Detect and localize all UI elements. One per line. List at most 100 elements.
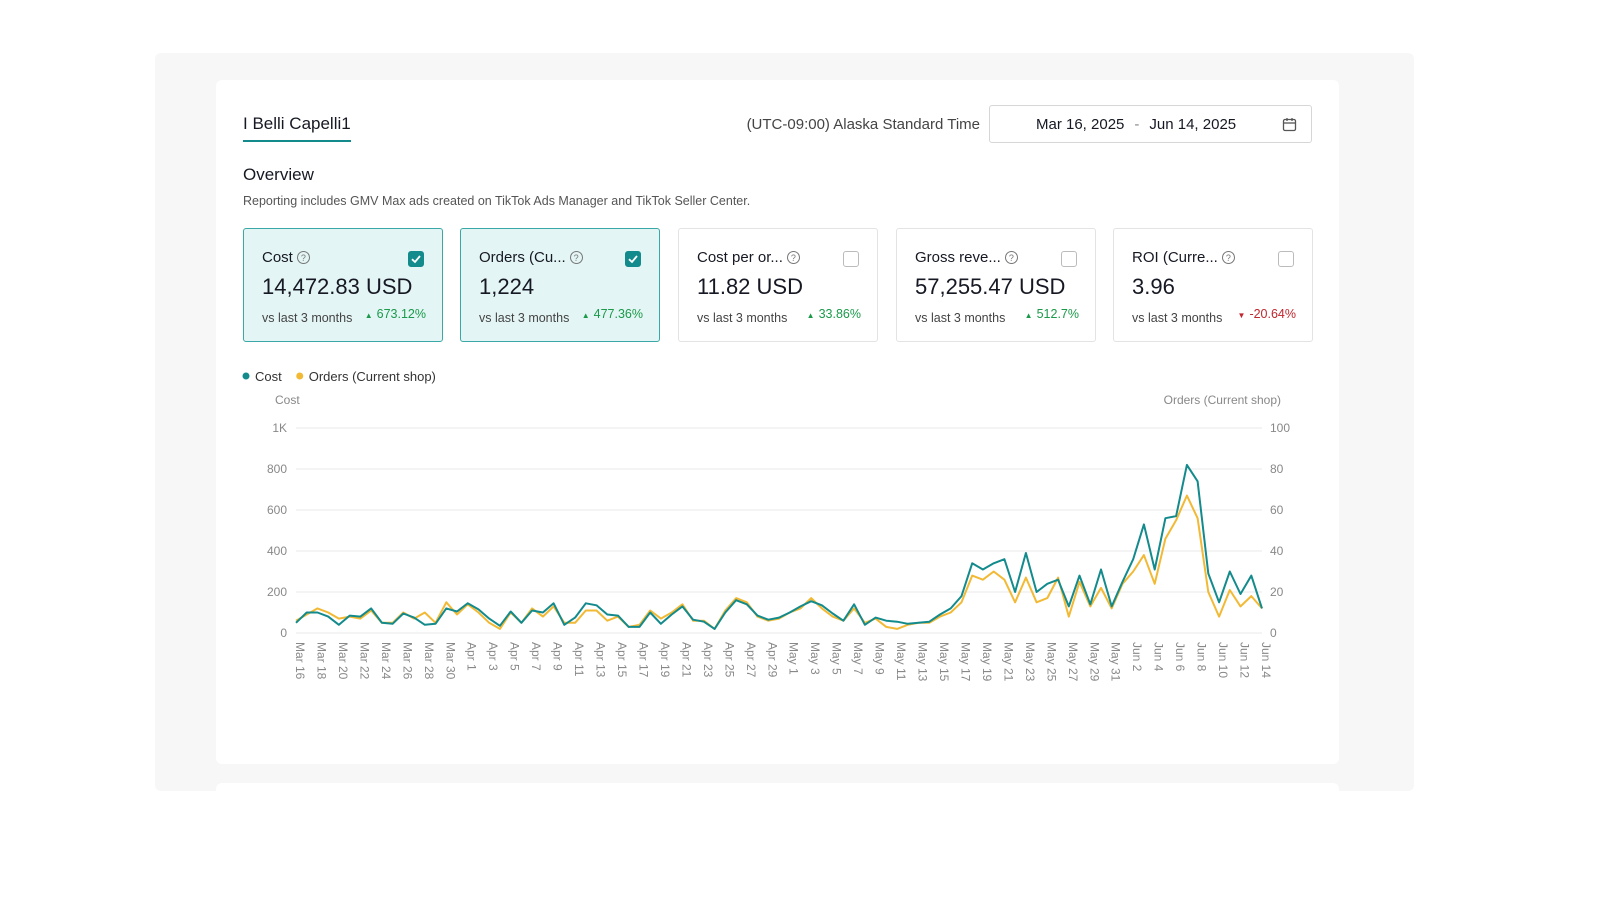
trend-arrow: ▲ xyxy=(806,311,815,320)
y2-axis-title: Orders (Current shop) xyxy=(1164,393,1281,407)
card-change: 673.12% xyxy=(376,307,426,321)
metric-card[interactable]: Cost per or...? 11.82 USD vs last 3 months… xyxy=(678,228,878,342)
card-value: 57,255.47 USD xyxy=(915,274,1066,299)
checkbox[interactable] xyxy=(843,251,859,267)
trend-arrow: ▲ xyxy=(581,311,590,320)
x-tick-label: Jun 4 xyxy=(1152,642,1166,672)
card-value: 11.82 USD xyxy=(697,274,803,299)
card-compare-row: vs last 3 months ▲ 33.86% xyxy=(697,307,861,325)
card-title: Cost xyxy=(262,249,293,266)
x-tick-label: Apr 1 xyxy=(465,642,479,671)
card-change: -20.64% xyxy=(1249,307,1296,321)
x-tick-label: May 7 xyxy=(851,642,865,675)
card-change: 33.86% xyxy=(818,307,861,321)
metric-card[interactable]: Orders (Cu...? 1,224 vs last 3 months ▲ 477.… xyxy=(460,228,660,342)
card-compare-row: vs last 3 months ▼ -20.64% xyxy=(1132,307,1296,325)
card-title: Orders (Cu... xyxy=(479,249,566,266)
checkbox[interactable] xyxy=(1278,251,1294,267)
x-tick-label: Mar 24 xyxy=(379,642,393,680)
x-tick-label: Jun 10 xyxy=(1216,642,1230,678)
x-tick-label: May 19 xyxy=(980,642,994,682)
checkbox[interactable] xyxy=(408,251,424,267)
x-tick-label: Mar 16 xyxy=(293,642,307,680)
legend-label: Cost xyxy=(255,369,282,384)
trend-arrow: ▲ xyxy=(364,311,373,320)
card-change-row: ▲ 673.12% xyxy=(365,307,426,325)
legend-dot xyxy=(296,372,304,380)
card-title: Cost per or... xyxy=(697,249,783,266)
x-tick-label: May 9 xyxy=(873,642,887,675)
x-tick-label: Apr 25 xyxy=(722,642,736,678)
x-tick-label: May 21 xyxy=(1001,642,1015,682)
card-value: 3.96 xyxy=(1132,274,1175,299)
card-compare-row: vs last 3 months ▲ 512.7% xyxy=(915,307,1079,325)
x-tick-label: Apr 7 xyxy=(529,642,543,671)
card-change: 512.7% xyxy=(1036,307,1079,321)
metric-card[interactable]: Cost? 14,472.83 USD vs last 3 months ▲ 673.1… xyxy=(243,228,443,342)
x-tick-label: Apr 15 xyxy=(615,642,629,678)
card-compare: vs last 3 months xyxy=(915,311,1006,325)
y-tick-label: 400 xyxy=(267,544,287,558)
card-title-row: Orders (Cu...? xyxy=(479,249,643,266)
date-start: Mar 16, 2025 xyxy=(1036,115,1125,133)
x-tick-label: Apr 19 xyxy=(658,642,672,678)
date-range-picker[interactable]: Mar 16, 2025 - Jun 14, 2025 xyxy=(989,105,1312,143)
x-tick-label: Jun 8 xyxy=(1195,642,1209,672)
card-title-row: ROI (Curre...? xyxy=(1132,249,1296,266)
help-icon[interactable]: ? xyxy=(1004,251,1018,264)
card-compare-row: vs last 3 months ▲ 673.12% xyxy=(262,307,426,325)
y-tick-label: 800 xyxy=(267,462,287,476)
y2-tick-label: 80 xyxy=(1270,462,1284,476)
x-tick-label: Jun 2 xyxy=(1130,642,1144,672)
series-line xyxy=(295,463,1263,630)
metric-card[interactable]: Gross reve...? 57,255.47 USD vs last 3 mon… xyxy=(896,228,1096,342)
y2-tick-label: 100 xyxy=(1270,421,1290,435)
card-title: Gross reve... xyxy=(915,249,1001,266)
y-axis-title: Cost xyxy=(275,393,300,407)
card-change-row: ▲ 477.36% xyxy=(582,307,643,325)
series-line xyxy=(295,494,1263,630)
x-tick-label: Mar 22 xyxy=(357,642,371,680)
check-mark xyxy=(628,255,638,264)
x-tick-label: May 27 xyxy=(1066,642,1080,682)
panel-below xyxy=(216,783,1339,803)
metric-card[interactable]: ROI (Curre...? 3.96 vs last 3 months ▼ -20.6… xyxy=(1113,228,1313,342)
help-icon[interactable]: ? xyxy=(786,251,800,264)
y-tick-label: 0 xyxy=(280,626,287,640)
card-compare: vs last 3 months xyxy=(262,311,353,325)
x-tick-label: Apr 13 xyxy=(594,642,608,678)
checkbox[interactable] xyxy=(625,251,641,267)
card-compare: vs last 3 months xyxy=(479,311,570,325)
trend-arrow: ▼ xyxy=(1237,311,1246,320)
checkbox[interactable] xyxy=(1061,251,1077,267)
date-end: Jun 14, 2025 xyxy=(1149,115,1237,133)
help-icon[interactable]: ? xyxy=(569,251,583,264)
card-title-row: Cost per or...? xyxy=(697,249,861,266)
x-tick-label: May 23 xyxy=(1023,642,1037,682)
x-tick-label: May 17 xyxy=(958,642,972,682)
card-change-row: ▼ -20.64% xyxy=(1238,307,1296,325)
y2-tick-label: 20 xyxy=(1270,585,1284,599)
x-tick-label: May 15 xyxy=(937,642,951,682)
x-tick-label: May 13 xyxy=(916,642,930,682)
x-tick-label: Apr 21 xyxy=(679,642,693,678)
x-tick-label: Apr 5 xyxy=(508,642,522,671)
overview-note: Reporting includes GMV Max ads created o… xyxy=(243,194,751,208)
trend-arrow: ▲ xyxy=(1024,311,1033,320)
y2-tick-label: 0 xyxy=(1270,626,1277,640)
card-change-row: ▲ 512.7% xyxy=(1025,307,1079,325)
help-icon[interactable]: ? xyxy=(296,251,310,264)
x-tick-label: Mar 18 xyxy=(314,642,328,680)
shop-tab[interactable]: I Belli Capelli1 xyxy=(243,114,351,142)
y-tick-label: 1K xyxy=(272,421,287,435)
help-icon[interactable]: ? xyxy=(1221,251,1235,264)
x-tick-label: Apr 3 xyxy=(486,642,500,671)
calendar-icon xyxy=(1282,118,1297,132)
x-tick-label: Jun 14 xyxy=(1259,642,1273,678)
card-compare-row: vs last 3 months ▲ 477.36% xyxy=(479,307,643,325)
legend-label: Orders (Current shop) xyxy=(309,369,436,384)
card-compare: vs last 3 months xyxy=(1132,311,1223,325)
x-tick-label: May 31 xyxy=(1109,642,1123,682)
y2-tick-label: 40 xyxy=(1270,544,1284,558)
overview-title: Overview xyxy=(243,165,314,184)
